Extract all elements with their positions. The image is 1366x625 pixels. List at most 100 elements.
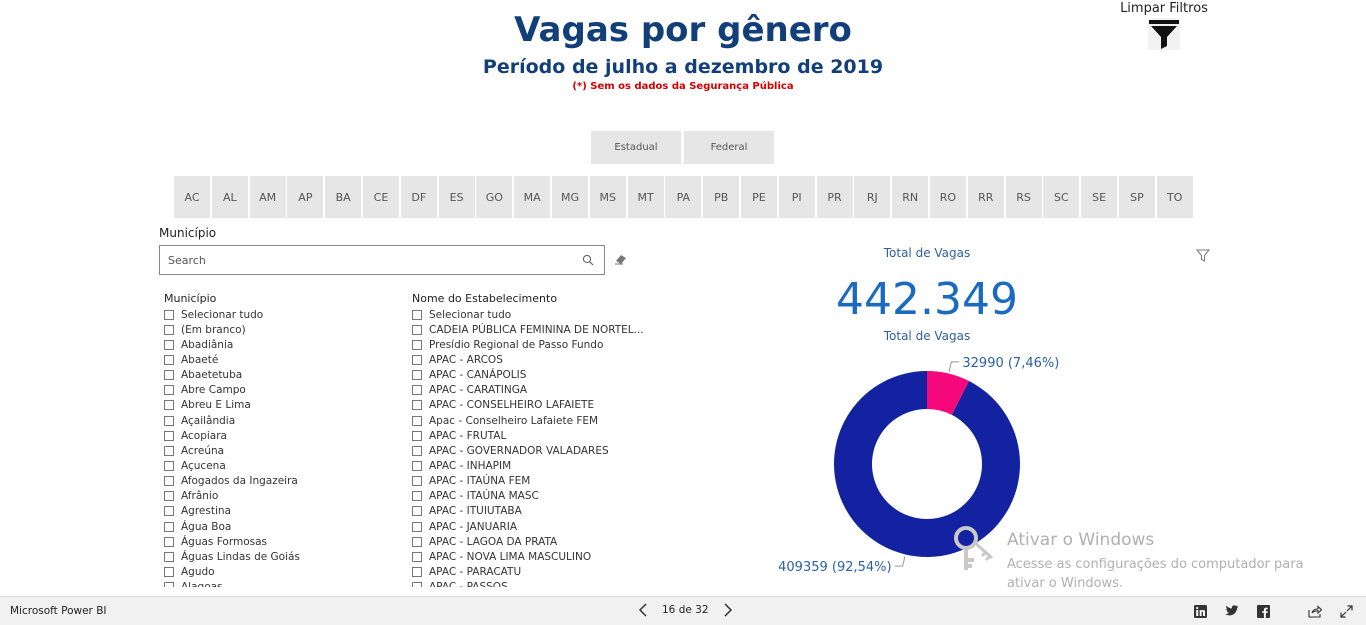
checkbox[interactable] xyxy=(412,324,422,335)
visual-filter-icon[interactable] xyxy=(1196,249,1210,262)
state-button-ac[interactable]: AC xyxy=(174,176,210,218)
checkbox[interactable] xyxy=(412,582,422,587)
checkbox[interactable] xyxy=(164,460,174,471)
eraser-icon[interactable] xyxy=(614,253,628,265)
checkbox[interactable] xyxy=(412,415,422,426)
list-item[interactable]: APAC - CARATINGA xyxy=(412,383,652,398)
list-item[interactable]: Agrestina xyxy=(164,504,394,519)
checkbox[interactable] xyxy=(164,370,174,381)
list-item[interactable]: Alagoas xyxy=(164,580,394,587)
donut-slice-1[interactable] xyxy=(834,371,1020,557)
state-button-ms[interactable]: MS xyxy=(589,176,626,218)
checkbox[interactable] xyxy=(164,536,174,547)
checkbox[interactable] xyxy=(412,460,422,471)
state-button-mt[interactable]: MT xyxy=(627,176,664,218)
checkbox[interactable] xyxy=(164,400,174,411)
list-item[interactable]: APAC - PASSOS xyxy=(412,580,652,587)
checkbox[interactable] xyxy=(412,430,422,441)
state-button-ba[interactable]: BA xyxy=(325,176,362,218)
search-icon[interactable] xyxy=(582,254,594,266)
checkbox[interactable] xyxy=(164,415,174,426)
checkbox[interactable] xyxy=(412,354,422,365)
checkbox[interactable] xyxy=(412,521,422,532)
checkbox[interactable] xyxy=(164,309,174,320)
state-button-es[interactable]: ES xyxy=(438,176,475,218)
checkbox[interactable] xyxy=(412,370,422,381)
list-item[interactable]: Água Boa xyxy=(164,519,394,534)
list-item[interactable]: Agudo xyxy=(164,564,394,579)
list-item[interactable]: APAC - ITAÚNA FEM xyxy=(412,474,652,489)
checkbox[interactable] xyxy=(412,445,422,456)
checkbox[interactable] xyxy=(412,491,422,502)
list-item[interactable]: Acopiara xyxy=(164,428,394,443)
list-item[interactable]: APAC - ITAÚNA MASC xyxy=(412,489,652,504)
checkbox[interactable] xyxy=(164,551,174,562)
state-button-ap[interactable]: AP xyxy=(287,176,324,218)
list-item[interactable]: APAC - NOVA LIMA MASCULINO xyxy=(412,549,652,564)
list-item[interactable]: APAC - PARACATU xyxy=(412,564,652,579)
list-item[interactable]: Abaetetuba xyxy=(164,368,394,383)
share-button[interactable] xyxy=(1308,605,1322,618)
state-button-rr[interactable]: RR xyxy=(967,176,1004,218)
clear-filters-button[interactable]: Limpar Filtros xyxy=(1112,0,1216,50)
checkbox[interactable] xyxy=(164,430,174,441)
list-item[interactable]: Afogados da Ingazeira xyxy=(164,474,394,489)
checkbox[interactable] xyxy=(164,339,174,350)
state-button-to[interactable]: TO xyxy=(1156,176,1193,218)
state-button-sp[interactable]: SP xyxy=(1118,176,1155,218)
list-item[interactable]: Selecionar tudo xyxy=(412,307,652,322)
state-button-df[interactable]: DF xyxy=(400,176,437,218)
list-item[interactable]: APAC - FRUTAL xyxy=(412,428,652,443)
checkbox[interactable] xyxy=(164,354,174,365)
list-item[interactable]: Apac - Conselheiro Lafaiete FEM xyxy=(412,413,652,428)
list-item[interactable]: APAC - JANUARIA xyxy=(412,519,652,534)
linkedin-button[interactable] xyxy=(1194,605,1207,618)
list-item[interactable]: CADEIA PÚBLICA FEMININA DE NORTEL... xyxy=(412,322,652,337)
previous-page-button[interactable] xyxy=(636,602,650,618)
state-button-rs[interactable]: RS xyxy=(1005,176,1042,218)
list-item[interactable]: APAC - GOVERNADOR VALADARES xyxy=(412,443,652,458)
list-item[interactable]: Abaeté xyxy=(164,352,394,367)
state-button-pb[interactable]: PB xyxy=(703,176,740,218)
checkbox[interactable] xyxy=(164,491,174,502)
state-button-ma[interactable]: MA xyxy=(514,176,551,218)
list-item[interactable]: Acreúna xyxy=(164,443,394,458)
checkbox[interactable] xyxy=(412,400,422,411)
checkbox[interactable] xyxy=(164,566,174,577)
checkbox[interactable] xyxy=(412,339,422,350)
state-button-rn[interactable]: RN xyxy=(892,176,929,218)
scope-button-estadual[interactable]: Estadual xyxy=(591,131,681,164)
checkbox[interactable] xyxy=(412,385,422,396)
state-button-pr[interactable]: PR xyxy=(816,176,853,218)
checkbox[interactable] xyxy=(164,476,174,487)
checkbox[interactable] xyxy=(164,506,174,517)
list-item[interactable]: Águas Lindas de Goiás xyxy=(164,549,394,564)
state-button-rj[interactable]: RJ xyxy=(854,176,891,218)
state-button-pe[interactable]: PE xyxy=(740,176,777,218)
checkbox[interactable] xyxy=(164,521,174,532)
list-item[interactable]: Abreu E Lima xyxy=(164,398,394,413)
list-item[interactable]: Selecionar tudo xyxy=(164,307,394,322)
list-item[interactable]: Águas Formosas xyxy=(164,534,394,549)
fullscreen-button[interactable] xyxy=(1340,605,1353,618)
checkbox[interactable] xyxy=(412,566,422,577)
checkbox[interactable] xyxy=(412,506,422,517)
checkbox[interactable] xyxy=(412,309,422,320)
state-button-pi[interactable]: PI xyxy=(778,176,815,218)
state-button-ro[interactable]: RO xyxy=(929,176,966,218)
donut-slice-0[interactable] xyxy=(927,371,970,415)
state-button-sc[interactable]: SC xyxy=(1043,176,1080,218)
list-item[interactable]: (Em branco) xyxy=(164,322,394,337)
list-item[interactable]: APAC - CANÁPOLIS xyxy=(412,368,652,383)
state-button-al[interactable]: AL xyxy=(211,176,248,218)
checkbox[interactable] xyxy=(164,582,174,587)
list-item[interactable]: Presídio Regional de Passo Fundo xyxy=(412,337,652,352)
state-button-mg[interactable]: MG xyxy=(551,176,588,218)
state-button-ce[interactable]: CE xyxy=(362,176,399,218)
list-item[interactable]: Afrânio xyxy=(164,489,394,504)
checkbox[interactable] xyxy=(164,385,174,396)
list-item[interactable]: APAC - LAGOA DA PRATA xyxy=(412,534,652,549)
state-button-pa[interactable]: PA xyxy=(665,176,702,218)
list-item[interactable]: Açailândia xyxy=(164,413,394,428)
state-button-am[interactable]: AM xyxy=(249,176,286,218)
